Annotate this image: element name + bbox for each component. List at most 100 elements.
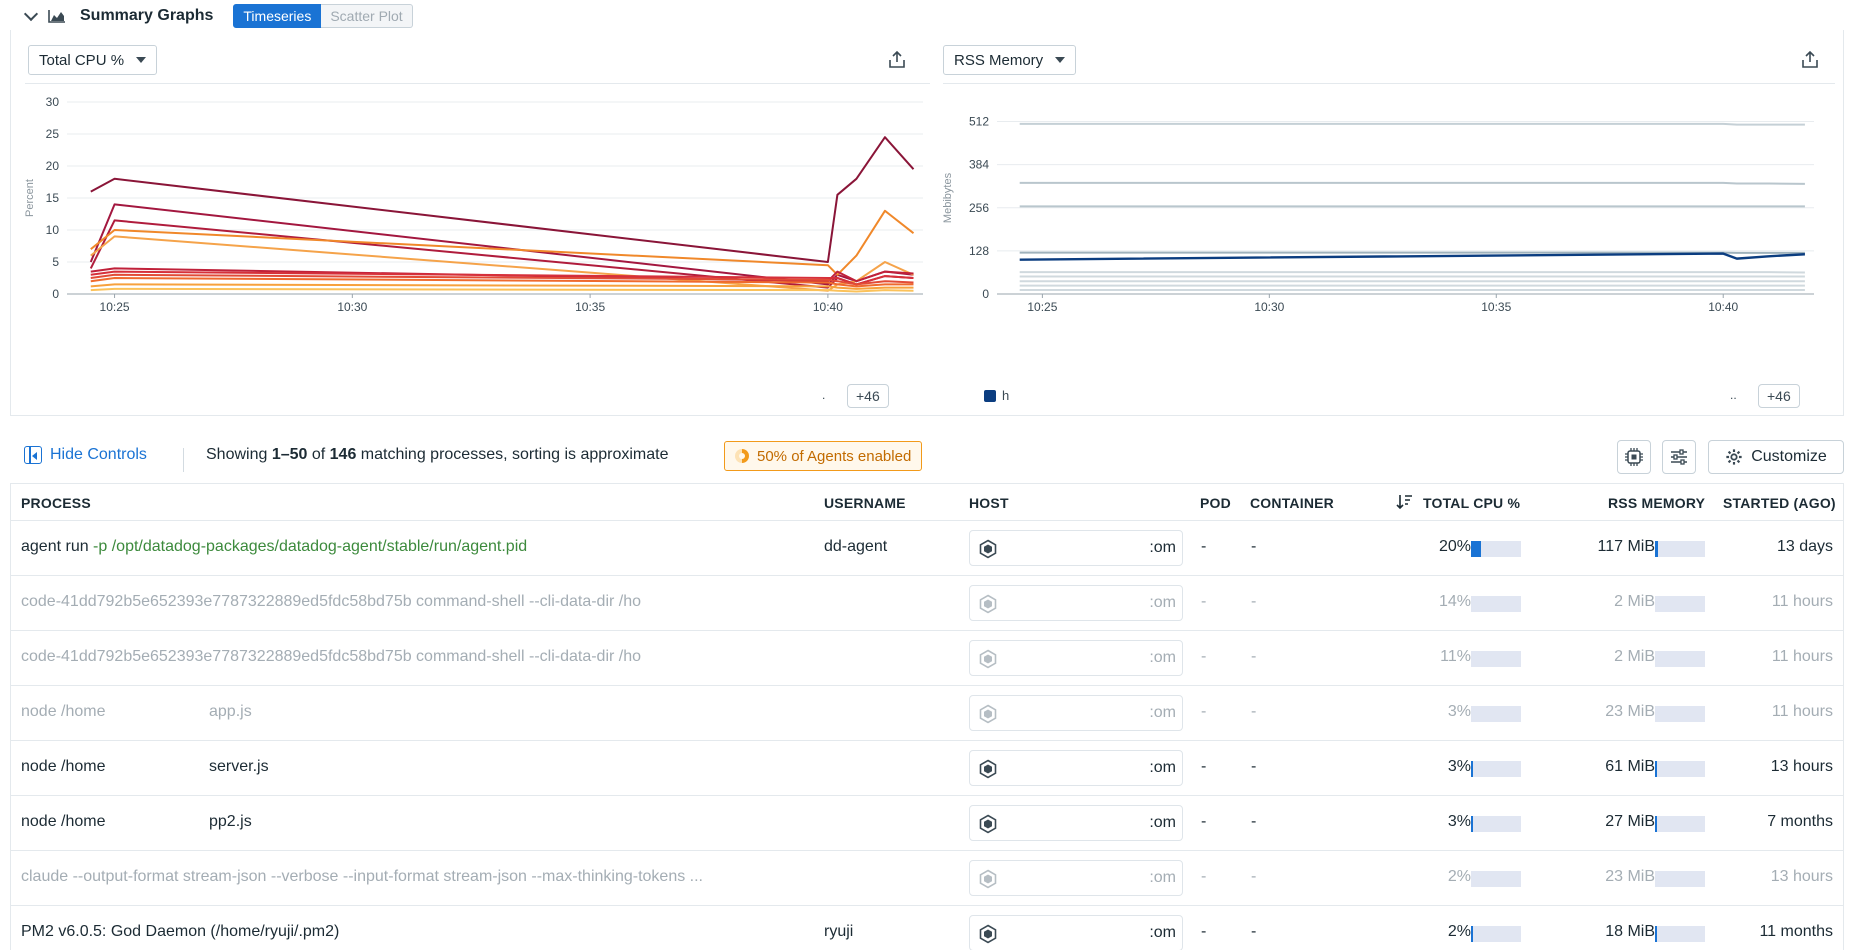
table-row[interactable]: code-41dd792b5e652393e7787322889ed5fdc58… [11, 576, 1843, 631]
host-hexagon-icon [979, 704, 997, 724]
rss-legend[interactable]: h [984, 388, 1009, 403]
rss-series-line-1[interactable] [1019, 181, 1805, 185]
cpu-bar [1471, 651, 1521, 667]
collapse-chevron-icon[interactable] [24, 9, 38, 23]
sort-desc-icon[interactable] [1395, 493, 1413, 511]
table-header: PROCESS USERNAME HOST POD CONTAINER TOTA… [11, 483, 1843, 521]
col-total-cpu[interactable]: TOTAL CPU % [1423, 495, 1521, 511]
host-name: :om [1149, 649, 1176, 666]
host-hexagon-icon [979, 539, 997, 559]
process-command: agent run -p /opt/datadog-packages/datad… [21, 538, 527, 556]
container-cell: - [1251, 758, 1257, 775]
cpu-series-line-9[interactable] [90, 283, 914, 290]
export-icon[interactable] [887, 50, 907, 70]
rss-series-line-4[interactable] [1019, 252, 1805, 261]
graph-type-toggle: Timeseries Scatter Plot [233, 4, 413, 28]
host-cell[interactable]: :om [969, 585, 1183, 621]
col-container[interactable]: CONTAINER [1250, 495, 1334, 511]
cpu-metric-select[interactable]: Total CPU % [28, 45, 158, 75]
tab-scatter-plot[interactable]: Scatter Plot [321, 4, 413, 28]
pod-cell: - [1201, 593, 1207, 610]
host-cell[interactable]: :om [969, 530, 1183, 566]
host-cell[interactable]: :om [969, 915, 1183, 950]
col-process[interactable]: PROCESS [21, 495, 91, 511]
col-pod[interactable]: POD [1200, 495, 1231, 511]
process-path: /opt/datadog-packages/datadog-agent/stab… [107, 538, 528, 555]
cpu-series-line-8[interactable] [90, 277, 914, 288]
col-started[interactable]: STARTED (AGO) [1723, 495, 1836, 511]
table-row[interactable]: node /home app.js :om - - 3% 23 MiB 11 hours [11, 686, 1843, 741]
agents-enabled-badge[interactable]: 50% of Agents enabled [724, 441, 923, 471]
cpu-value: 20% [1438, 538, 1471, 555]
showing-prefix: Showing [206, 446, 272, 463]
rss-bar [1655, 596, 1705, 612]
rss-y-tick-label: 0 [982, 287, 989, 301]
host-name: :om [1149, 924, 1176, 941]
table-row[interactable]: PM2 v6.0.5: God Daemon (/home/ryuji/.pm2… [11, 906, 1843, 950]
host-hexagon-icon [979, 759, 997, 779]
cpu-metric-label: Total CPU % [39, 51, 125, 69]
rss-graph-panel: RSS Memory 512 384 256 128 0 10:25 10:30 10:35 1… [934, 30, 1844, 416]
export-icon[interactable] [1800, 50, 1820, 70]
rss-bar [1655, 816, 1705, 832]
rss-metric-select[interactable]: RSS Memory [943, 45, 1077, 75]
cpu-y-tick-label: 30 [46, 95, 60, 109]
host-name: :om [1149, 594, 1176, 611]
cpu-series-line-6[interactable] [90, 270, 914, 286]
cpu-bar-fill [1471, 816, 1473, 832]
host-cell[interactable]: :om [969, 805, 1183, 841]
host-cell[interactable]: :om [969, 695, 1183, 731]
cpu-value: 14% [1438, 593, 1471, 610]
cpu-series-line-3[interactable] [90, 209, 915, 276]
customize-button[interactable]: Customize [1708, 440, 1844, 474]
process-cmd: code-41dd792b5e652393e7787322889ed5fdc58… [21, 593, 642, 610]
half-pie-icon [735, 449, 749, 463]
cpu-series-line-7[interactable] [90, 273, 914, 286]
divider [183, 448, 184, 472]
cpu-chip-button[interactable] [1617, 440, 1651, 474]
cpu-bar [1471, 871, 1521, 887]
rss-more-series-badge[interactable]: +46 [1758, 384, 1800, 408]
legend-label: h [1002, 388, 1010, 403]
table-row[interactable]: node /home pp2.js :om - - 3% 27 MiB 7 months [11, 796, 1843, 851]
cpu-x-tick-label: 10:35 [575, 300, 605, 314]
cpu-value: 3% [1447, 703, 1471, 720]
rss-metric-label: RSS Memory [954, 51, 1044, 69]
rss-value: 2 MiB [1614, 593, 1655, 610]
rss-series-line-0[interactable] [1019, 122, 1805, 126]
cpu-value: 2% [1447, 868, 1471, 885]
gear-icon [1726, 449, 1742, 465]
container-cell: - [1251, 538, 1257, 555]
table-row[interactable]: claude --output-format stream-json --ver… [11, 851, 1843, 906]
col-rss-memory[interactable]: RSS MEMORY [1608, 495, 1706, 511]
table-row[interactable]: code-41dd792b5e652393e7787322889ed5fdc58… [11, 631, 1843, 686]
cpu-series-line-5[interactable] [90, 267, 914, 283]
container-cell: - [1251, 648, 1257, 665]
hide-controls-button[interactable]: Hide Controls [24, 446, 147, 464]
cpu-series-line-0[interactable] [90, 136, 915, 263]
host-name: :om [1149, 539, 1176, 556]
table-row[interactable]: agent run -p /opt/datadog-packages/datad… [11, 521, 1843, 576]
cpu-more-series-badge[interactable]: +46 [847, 384, 889, 408]
cpu-overflow-dot: . [822, 388, 826, 402]
cpu-series-line-10[interactable] [90, 287, 914, 293]
rss-overflow-dot: .. [1730, 388, 1737, 402]
col-username[interactable]: USERNAME [824, 495, 906, 511]
rss-bar-fill [1655, 816, 1657, 832]
host-hexagon-icon [979, 594, 997, 614]
host-cell[interactable]: :om [969, 750, 1183, 786]
caret-down-icon [136, 57, 147, 63]
pod-cell: - [1201, 813, 1207, 830]
rss-y-tick-label: 512 [969, 115, 989, 129]
tab-timeseries[interactable]: Timeseries [233, 4, 322, 28]
col-host[interactable]: HOST [969, 495, 1009, 511]
table-row[interactable]: node /home server.js :om - - 3% 61 MiB 13 hou… [11, 741, 1843, 796]
rss-value: 18 MiB [1605, 923, 1655, 940]
table-body: agent run -p /opt/datadog-packages/datad… [11, 521, 1843, 950]
host-cell[interactable]: :om [969, 860, 1183, 896]
cpu-value: 2% [1447, 923, 1471, 940]
process-cmd: node /home [21, 703, 106, 720]
filter-settings-button[interactable] [1662, 440, 1696, 474]
host-cell[interactable]: :om [969, 640, 1183, 676]
cpu-value: 3% [1447, 758, 1471, 775]
